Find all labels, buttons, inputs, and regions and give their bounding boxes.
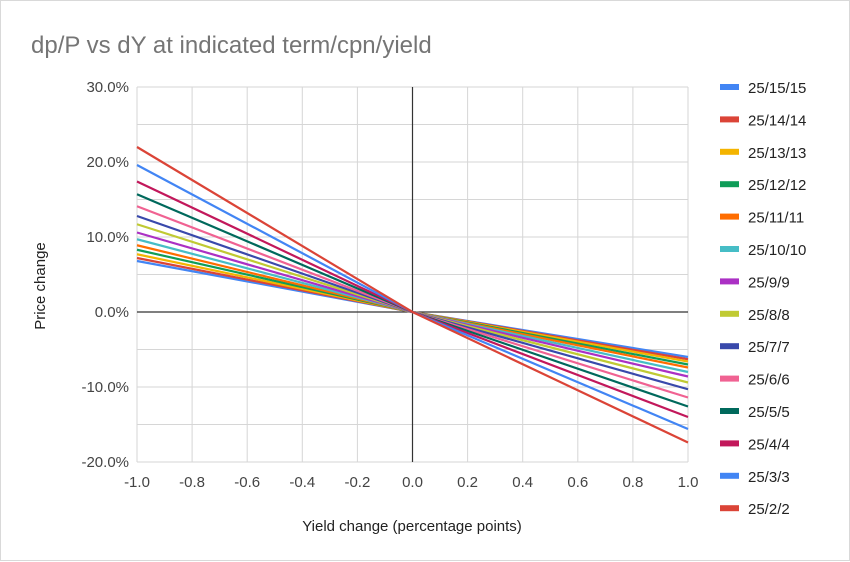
legend-swatch — [720, 213, 739, 220]
x-tick-label: -0.4 — [289, 474, 315, 491]
legend-swatch — [720, 472, 739, 479]
x-tick-label: 0.6 — [567, 474, 588, 491]
legend-swatch — [720, 246, 739, 252]
x-tick-label: 0.0 — [402, 474, 423, 491]
x-tick-label: -0.6 — [234, 474, 260, 491]
legend-swatch — [720, 181, 739, 188]
y-tick-label: -10.0% — [81, 379, 129, 396]
legend-label: 25/2/2 — [748, 501, 790, 518]
y-tick-label: 0.0% — [95, 304, 129, 321]
legend-label: 25/7/7 — [748, 339, 790, 356]
legend-label: 25/8/8 — [748, 307, 790, 324]
y-tick-label: 30.0% — [86, 79, 129, 96]
legend-swatch — [720, 116, 739, 123]
legend-label: 25/12/12 — [748, 177, 806, 194]
legend-swatch — [720, 408, 739, 414]
legend-label: 25/4/4 — [748, 436, 790, 453]
x-tick-label: -0.8 — [179, 474, 205, 491]
x-tick-label: -0.2 — [344, 474, 370, 491]
legend-swatch — [720, 505, 739, 512]
y-tick-label: 20.0% — [86, 154, 129, 171]
legend-swatch — [720, 310, 739, 317]
legend-swatch — [720, 148, 739, 155]
legend-label: 25/14/14 — [748, 112, 806, 129]
series-line — [136, 146, 689, 444]
legend-label: 25/5/5 — [748, 404, 790, 421]
legend: 25/15/15 25/14/14 25/13/13 25/12/12 25/11/11… — [720, 80, 806, 518]
series-lines — [136, 146, 689, 444]
x-tick-label: 0.8 — [622, 474, 643, 491]
legend-label: 25/10/10 — [748, 242, 806, 259]
legend-label: 25/11/11 — [748, 210, 804, 227]
x-tick-label: 0.2 — [457, 474, 478, 491]
y-tick-label: -20.0% — [81, 454, 129, 471]
legend-label: 25/6/6 — [748, 372, 790, 389]
chart-title: dp/P vs dY at indicated term/cpn/yield — [31, 32, 432, 59]
tick-labels: -1.0 -0.8 -0.6 -0.4 -0.2 0.0 0.2 0.4 0.6 0.8 1.0 30… — [81, 79, 698, 491]
legend-swatch — [720, 343, 739, 350]
legend-label: 25/13/13 — [748, 145, 806, 162]
x-axis-title: Yield change (percentage points) — [302, 518, 522, 535]
legend-swatch — [720, 278, 739, 285]
legend-swatch — [720, 84, 739, 90]
legend-label: 25/9/9 — [748, 274, 790, 291]
x-tick-label: 1.0 — [678, 474, 699, 491]
x-tick-label: -1.0 — [124, 474, 150, 491]
y-tick-label: 10.0% — [86, 229, 129, 246]
legend-label: 25/3/3 — [748, 469, 790, 486]
y-axis-title: Price change — [32, 242, 49, 330]
legend-label: 25/15/15 — [748, 80, 806, 97]
legend-swatch — [720, 375, 739, 382]
x-tick-label: 0.4 — [512, 474, 533, 491]
legend-swatch — [720, 440, 739, 447]
